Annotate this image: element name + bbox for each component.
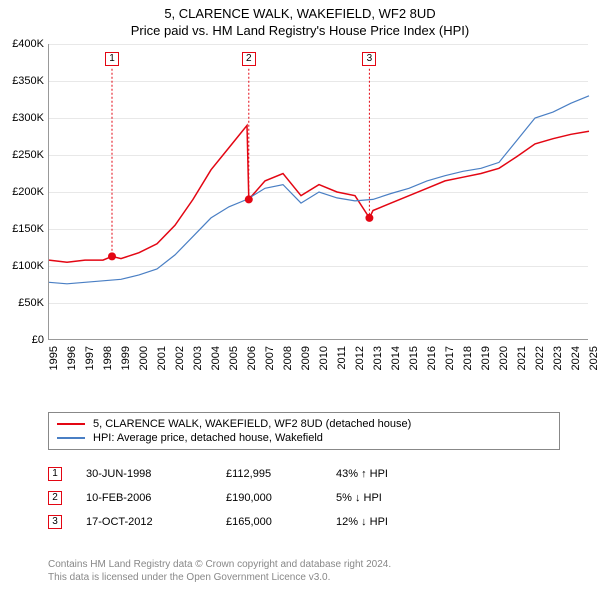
legend-label: 5, CLARENCE WALK, WAKEFIELD, WF2 8UD (de… — [93, 418, 411, 430]
sale-marker-label: 2 — [242, 52, 256, 66]
y-tick-label: £0 — [0, 334, 44, 346]
sales-row-date: 17-OCT-2012 — [86, 516, 226, 528]
y-tick-label: £100K — [0, 260, 44, 272]
y-tick-label: £400K — [0, 38, 44, 50]
sales-row-delta: 5% ↓ HPI — [336, 492, 456, 504]
legend-label: HPI: Average price, detached house, Wake… — [93, 432, 323, 444]
page-subtitle: Price paid vs. HM Land Registry's House … — [0, 21, 600, 42]
series-line — [49, 125, 589, 262]
sale-marker-dot — [108, 252, 116, 260]
sale-marker-label: 1 — [105, 52, 119, 66]
y-tick-label: £250K — [0, 149, 44, 161]
legend-item: HPI: Average price, detached house, Wake… — [57, 431, 551, 445]
page-title: 5, CLARENCE WALK, WAKEFIELD, WF2 8UD — [0, 0, 600, 21]
plot-area: 1 2 3 — [48, 44, 588, 340]
footer-line: This data is licensed under the Open Gov… — [48, 571, 560, 584]
sales-table: 1 30-JUN-1998£112,99543% ↑ HPI 2 10-FEB-200… — [48, 462, 560, 534]
legend-swatch — [57, 437, 85, 439]
chart-container: £0£50K£100K£150K£200K£250K£300K£350K£400… — [0, 44, 600, 374]
sales-row-delta: 12% ↓ HPI — [336, 516, 456, 528]
footer-line: Contains HM Land Registry data © Crown c… — [48, 558, 560, 571]
legend-swatch — [57, 423, 85, 425]
y-tick-label: £350K — [0, 75, 44, 87]
sales-row: 1 30-JUN-1998£112,99543% ↑ HPI — [48, 462, 560, 486]
legend-box: 5, CLARENCE WALK, WAKEFIELD, WF2 8UD (de… — [48, 412, 560, 450]
sales-row-date: 30-JUN-1998 — [86, 468, 226, 480]
sales-row-marker: 3 — [48, 515, 62, 529]
y-tick-label: £50K — [0, 297, 44, 309]
sale-marker-dot — [365, 214, 373, 222]
y-tick-label: £150K — [0, 223, 44, 235]
y-tick-label: £300K — [0, 112, 44, 124]
sales-row-marker: 2 — [48, 491, 62, 505]
legend-item: 5, CLARENCE WALK, WAKEFIELD, WF2 8UD (de… — [57, 417, 551, 431]
chart-lines — [49, 44, 588, 339]
sales-row-price: £112,995 — [226, 468, 336, 480]
footer-attribution: Contains HM Land Registry data © Crown c… — [48, 558, 560, 584]
sales-row-date: 10-FEB-2006 — [86, 492, 226, 504]
x-tick-label: 2025 — [588, 346, 600, 370]
y-tick-label: £200K — [0, 186, 44, 198]
sales-row: 2 10-FEB-2006£190,0005% ↓ HPI — [48, 486, 560, 510]
sales-row-price: £165,000 — [226, 516, 336, 528]
sales-row-delta: 43% ↑ HPI — [336, 468, 456, 480]
sales-row-price: £190,000 — [226, 492, 336, 504]
sale-marker-dot — [245, 195, 253, 203]
sales-row: 3 17-OCT-2012£165,00012% ↓ HPI — [48, 510, 560, 534]
sale-marker-label: 3 — [362, 52, 376, 66]
sales-row-marker: 1 — [48, 467, 62, 481]
